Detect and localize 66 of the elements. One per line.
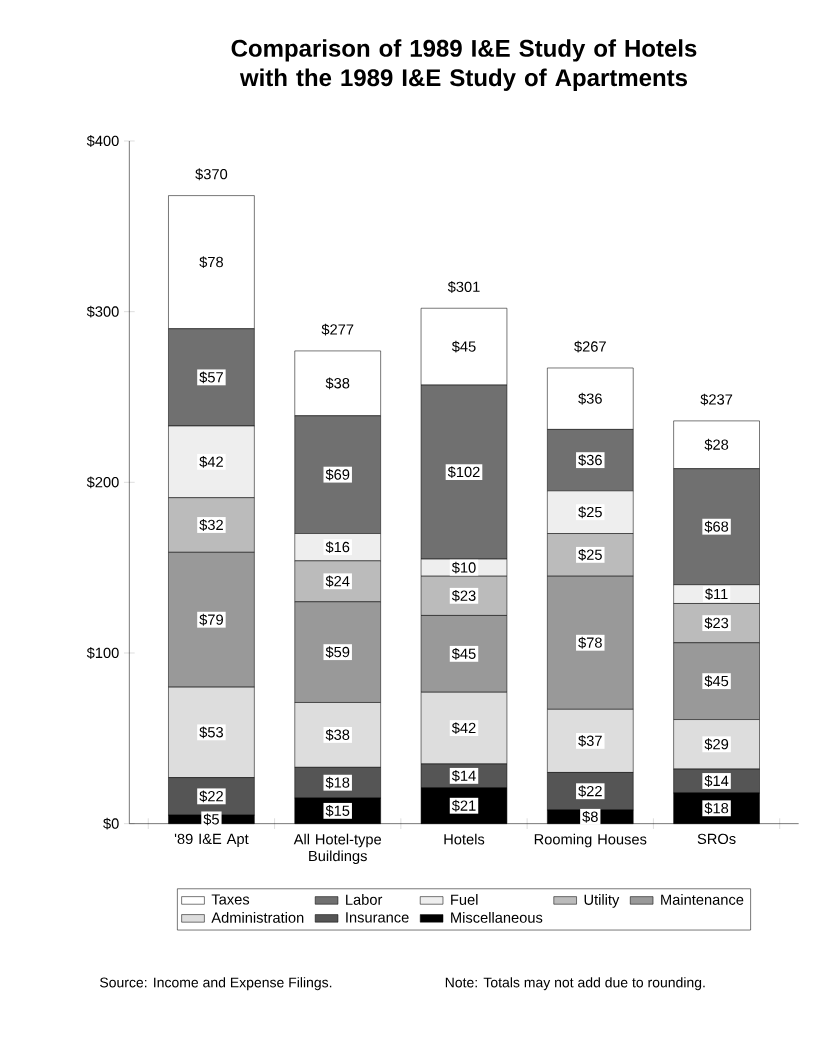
x-tick-label: All Hotel-type Buildings [293,833,382,865]
data-label: $10 [451,561,476,574]
total-label: $237 [700,393,733,406]
data-label: $18 [704,802,729,815]
total-label: $267 [574,340,606,353]
data-label: $45 [704,675,729,688]
data-label: $78 [199,256,223,269]
total-label: $370 [195,168,228,181]
data-label: $68 [704,520,729,533]
y-tick-label: $100 [86,647,119,659]
legend-label: Miscellaneous [451,912,543,923]
text: Note: Totals may not add due to rounding. [445,977,705,991]
data-label: $69 [325,468,350,481]
total-label: $277 [321,323,354,336]
legend-label: Insurance [346,912,409,923]
legend-label: Administration [211,912,304,923]
legend-label: Utility [584,894,620,908]
data-label: $28 [704,438,729,451]
data-label: $79 [199,613,223,626]
data-label: $14 [451,769,476,782]
data-label: $14 [704,775,729,787]
data-label: $59 [325,646,350,659]
data-label: $16 [325,541,350,554]
data-label: $42 [199,455,223,468]
data-label: $18 [325,776,350,789]
y-tick-label: $200 [86,476,119,489]
total-label: $301 [447,281,480,293]
data-label: $23 [451,589,476,602]
legend-label: Labor [346,894,383,905]
x-tick-label: '89 I&E Apt [174,833,249,847]
source-note: Source: Income and Expense Filings. [100,977,332,991]
data-label: $8 [582,810,598,823]
x-tick-label: Hotels [444,833,485,845]
data-label: $5 [203,813,219,826]
data-label: $32 [199,519,223,531]
data-label: $37 [578,734,602,747]
legend-label: Maintenance [661,894,744,905]
data-label: $29 [704,738,729,751]
data-label: $38 [325,728,350,741]
data-label: $45 [451,340,476,353]
data-label: $25 [578,548,602,561]
data-label: $38 [325,377,350,390]
data-label: $22 [578,785,602,798]
y-tick-label: $400 [86,135,119,147]
data-label: $42 [451,722,476,735]
data-label: $45 [451,647,476,660]
legend-label: Fuel [451,894,478,905]
data-label: $15 [325,804,350,817]
data-label: $78 [578,636,602,649]
data-label: $23 [704,617,729,630]
data-label: $53 [199,726,223,739]
chart-title: Comparison of 1989 I&E Study of Hotels with the 1989 I&E Study of Apartments [231,39,697,91]
x-tick-label: Rooming Houses [534,833,647,848]
data-label: $102 [447,466,480,479]
data-label: $21 [451,799,476,812]
data-label: $11 [705,588,728,601]
data-label: $25 [578,506,602,519]
data-label: $24 [325,575,350,588]
data-label: $22 [199,790,223,803]
y-tick-label: $0 [103,817,119,830]
data-label: $36 [578,454,602,467]
y-tick-label: $300 [86,305,119,318]
data-label: $57 [199,371,223,384]
data-label: $36 [578,392,602,405]
legend-label: Taxes [211,894,250,905]
x-tick-label: SROs [697,833,736,845]
